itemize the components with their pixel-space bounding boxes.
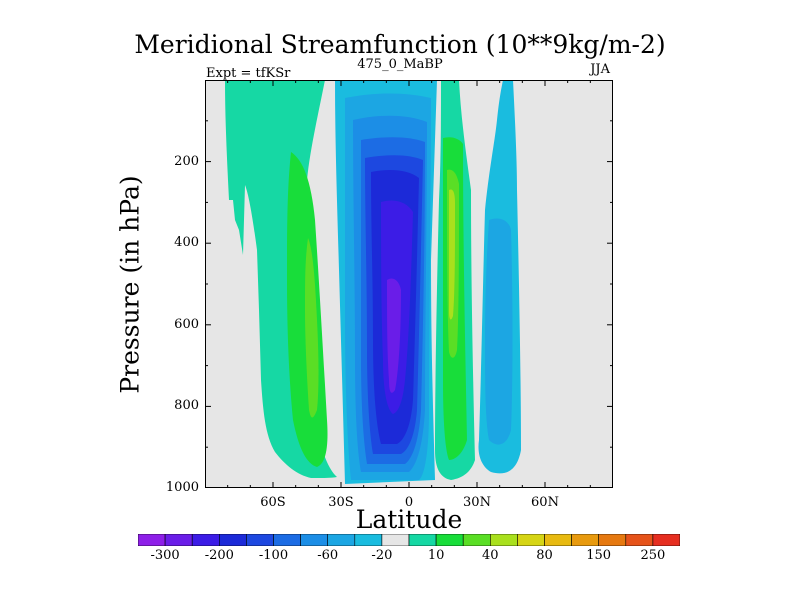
contour-level-plus-60 [449, 189, 455, 320]
colorbar-swatch [462, 534, 491, 546]
x-tick-label: 0 [404, 495, 414, 510]
colorbar-tick-label: 10 [427, 548, 445, 563]
colorbar-swatch [435, 534, 464, 546]
colorbar-tick-label: 40 [482, 548, 499, 563]
colorbar-tick-label: -60 [317, 548, 339, 563]
x-axis-label: Latitude [355, 505, 463, 534]
x-tick-label: 60N [531, 495, 559, 510]
colorbar-swatch [354, 534, 383, 546]
x-tick-label: 30N [463, 495, 491, 510]
nh-weak-cell [478, 80, 521, 474]
y-tick-label: 600 [174, 316, 199, 332]
sh-extratropical-cell [225, 80, 337, 478]
colorbar-swatch [571, 534, 600, 546]
colorbar-swatch [300, 534, 329, 546]
y-axis-label: Pressure (in hPa) [115, 175, 145, 394]
colorbar-swatch [625, 534, 654, 546]
plot-frame [205, 80, 613, 488]
y-tick-label: 1000 [165, 480, 199, 495]
y-tick-label: 800 [174, 398, 199, 414]
colorbar-tick-label: -20 [371, 548, 393, 563]
experiment-label: Expt = tfKSr [206, 66, 291, 81]
chart-title: Meridional Streamfunction (10**9kg/m-2) [134, 30, 666, 59]
colorbar-swatch [219, 534, 247, 546]
colorbar-swatch [164, 534, 193, 546]
colorbar-tick-label: 150 [586, 548, 612, 563]
y-tick-label: 400 [174, 235, 199, 251]
colorbar-swatch [598, 534, 627, 546]
northern-hadley-cell [435, 80, 475, 480]
colorbar-swatch [191, 534, 220, 546]
season-label: JJA [590, 62, 610, 77]
colorbar-swatch [408, 534, 437, 546]
contour-level-40 [305, 238, 319, 418]
colorbar-swatch [246, 534, 274, 546]
southern-hadley-cell [335, 80, 437, 484]
contour-level-minus-20 [485, 218, 513, 445]
case-label: 475_0_MaBP [357, 57, 443, 72]
x-tick-label: 30S [328, 495, 354, 510]
colorbar-swatch [138, 534, 166, 546]
colorbar-swatch [327, 534, 356, 546]
colorbar-tick-label: -300 [150, 548, 180, 563]
colorbar-swatch [273, 534, 301, 546]
x-tick-label: 60S [260, 495, 286, 510]
contour-level-minus-200 [387, 278, 401, 393]
colorbar-tick-label: -100 [258, 548, 289, 563]
colorbar-swatch [544, 534, 572, 546]
colorbar-tick-label: -200 [204, 548, 234, 563]
colorbar [138, 534, 680, 546]
colorbar-tick-label: 250 [640, 548, 666, 563]
colorbar-swatch [652, 534, 680, 546]
y-tick-label: 200 [174, 153, 199, 169]
colorbar-swatch [489, 534, 518, 546]
colorbar-swatch [381, 534, 410, 546]
contour-plot [205, 80, 613, 488]
colorbar-swatch [517, 534, 545, 546]
colorbar-tick-label: 80 [536, 548, 553, 563]
